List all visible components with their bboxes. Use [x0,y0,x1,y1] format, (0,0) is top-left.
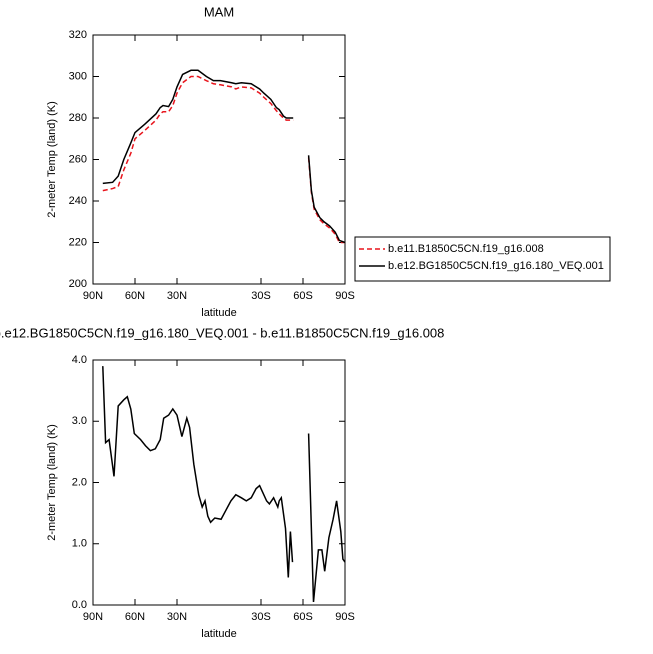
x-tick-label: 60N [125,611,145,623]
y-tick-label: 320 [69,29,87,41]
plot-frame [92,34,346,285]
y-tick-label: 0.0 [72,599,87,611]
y-tick-label: 200 [69,278,87,290]
x-tick-label: 90N [83,290,103,302]
x-tick-label: 30N [167,290,187,302]
x-tick-label: 90S [335,611,355,623]
x-tick-label: 90N [83,611,103,623]
chart-title: MAM [204,4,234,19]
legend-label: b.e12.BG1850C5CN.f19_g16.180_VEQ.001 [388,260,604,272]
data-line [102,69,346,244]
y-tick-label: 4.0 [72,354,87,366]
y-tick-label: 220 [69,236,87,248]
x-tick-label: 30S [251,290,271,302]
x-axis-label: latitude [201,628,236,640]
chart-title: b.e12.BG1850C5CN.f19_g16.180_VEQ.001 - b… [0,325,444,340]
x-tick-label: 60S [293,290,313,302]
x-tick-label: 60S [293,611,313,623]
y-tick-label: 300 [69,70,87,82]
y-tick-label: 2.0 [72,476,87,488]
x-tick-label: 30S [251,611,271,623]
x-tick-label: 90S [335,290,355,302]
plot-frame [92,359,346,606]
x-axis-label: latitude [201,307,236,319]
y-axis-label: 2-meter Temp (land) (K) [46,424,58,541]
y-axis-label: 2-meter Temp (land) (K) [46,101,58,218]
legend-box [354,236,611,282]
x-tick-label: 30N [167,611,187,623]
data-line [102,366,346,603]
legend-label: b.e11.B1850C5CN.f19_g16.008 [388,243,544,255]
y-tick-label: 1.0 [72,538,87,550]
y-tick-label: 260 [69,153,87,165]
x-tick-label: 60N [125,290,145,302]
y-tick-label: 280 [69,112,87,124]
y-tick-label: 240 [69,195,87,207]
y-tick-label: 3.0 [72,415,87,427]
